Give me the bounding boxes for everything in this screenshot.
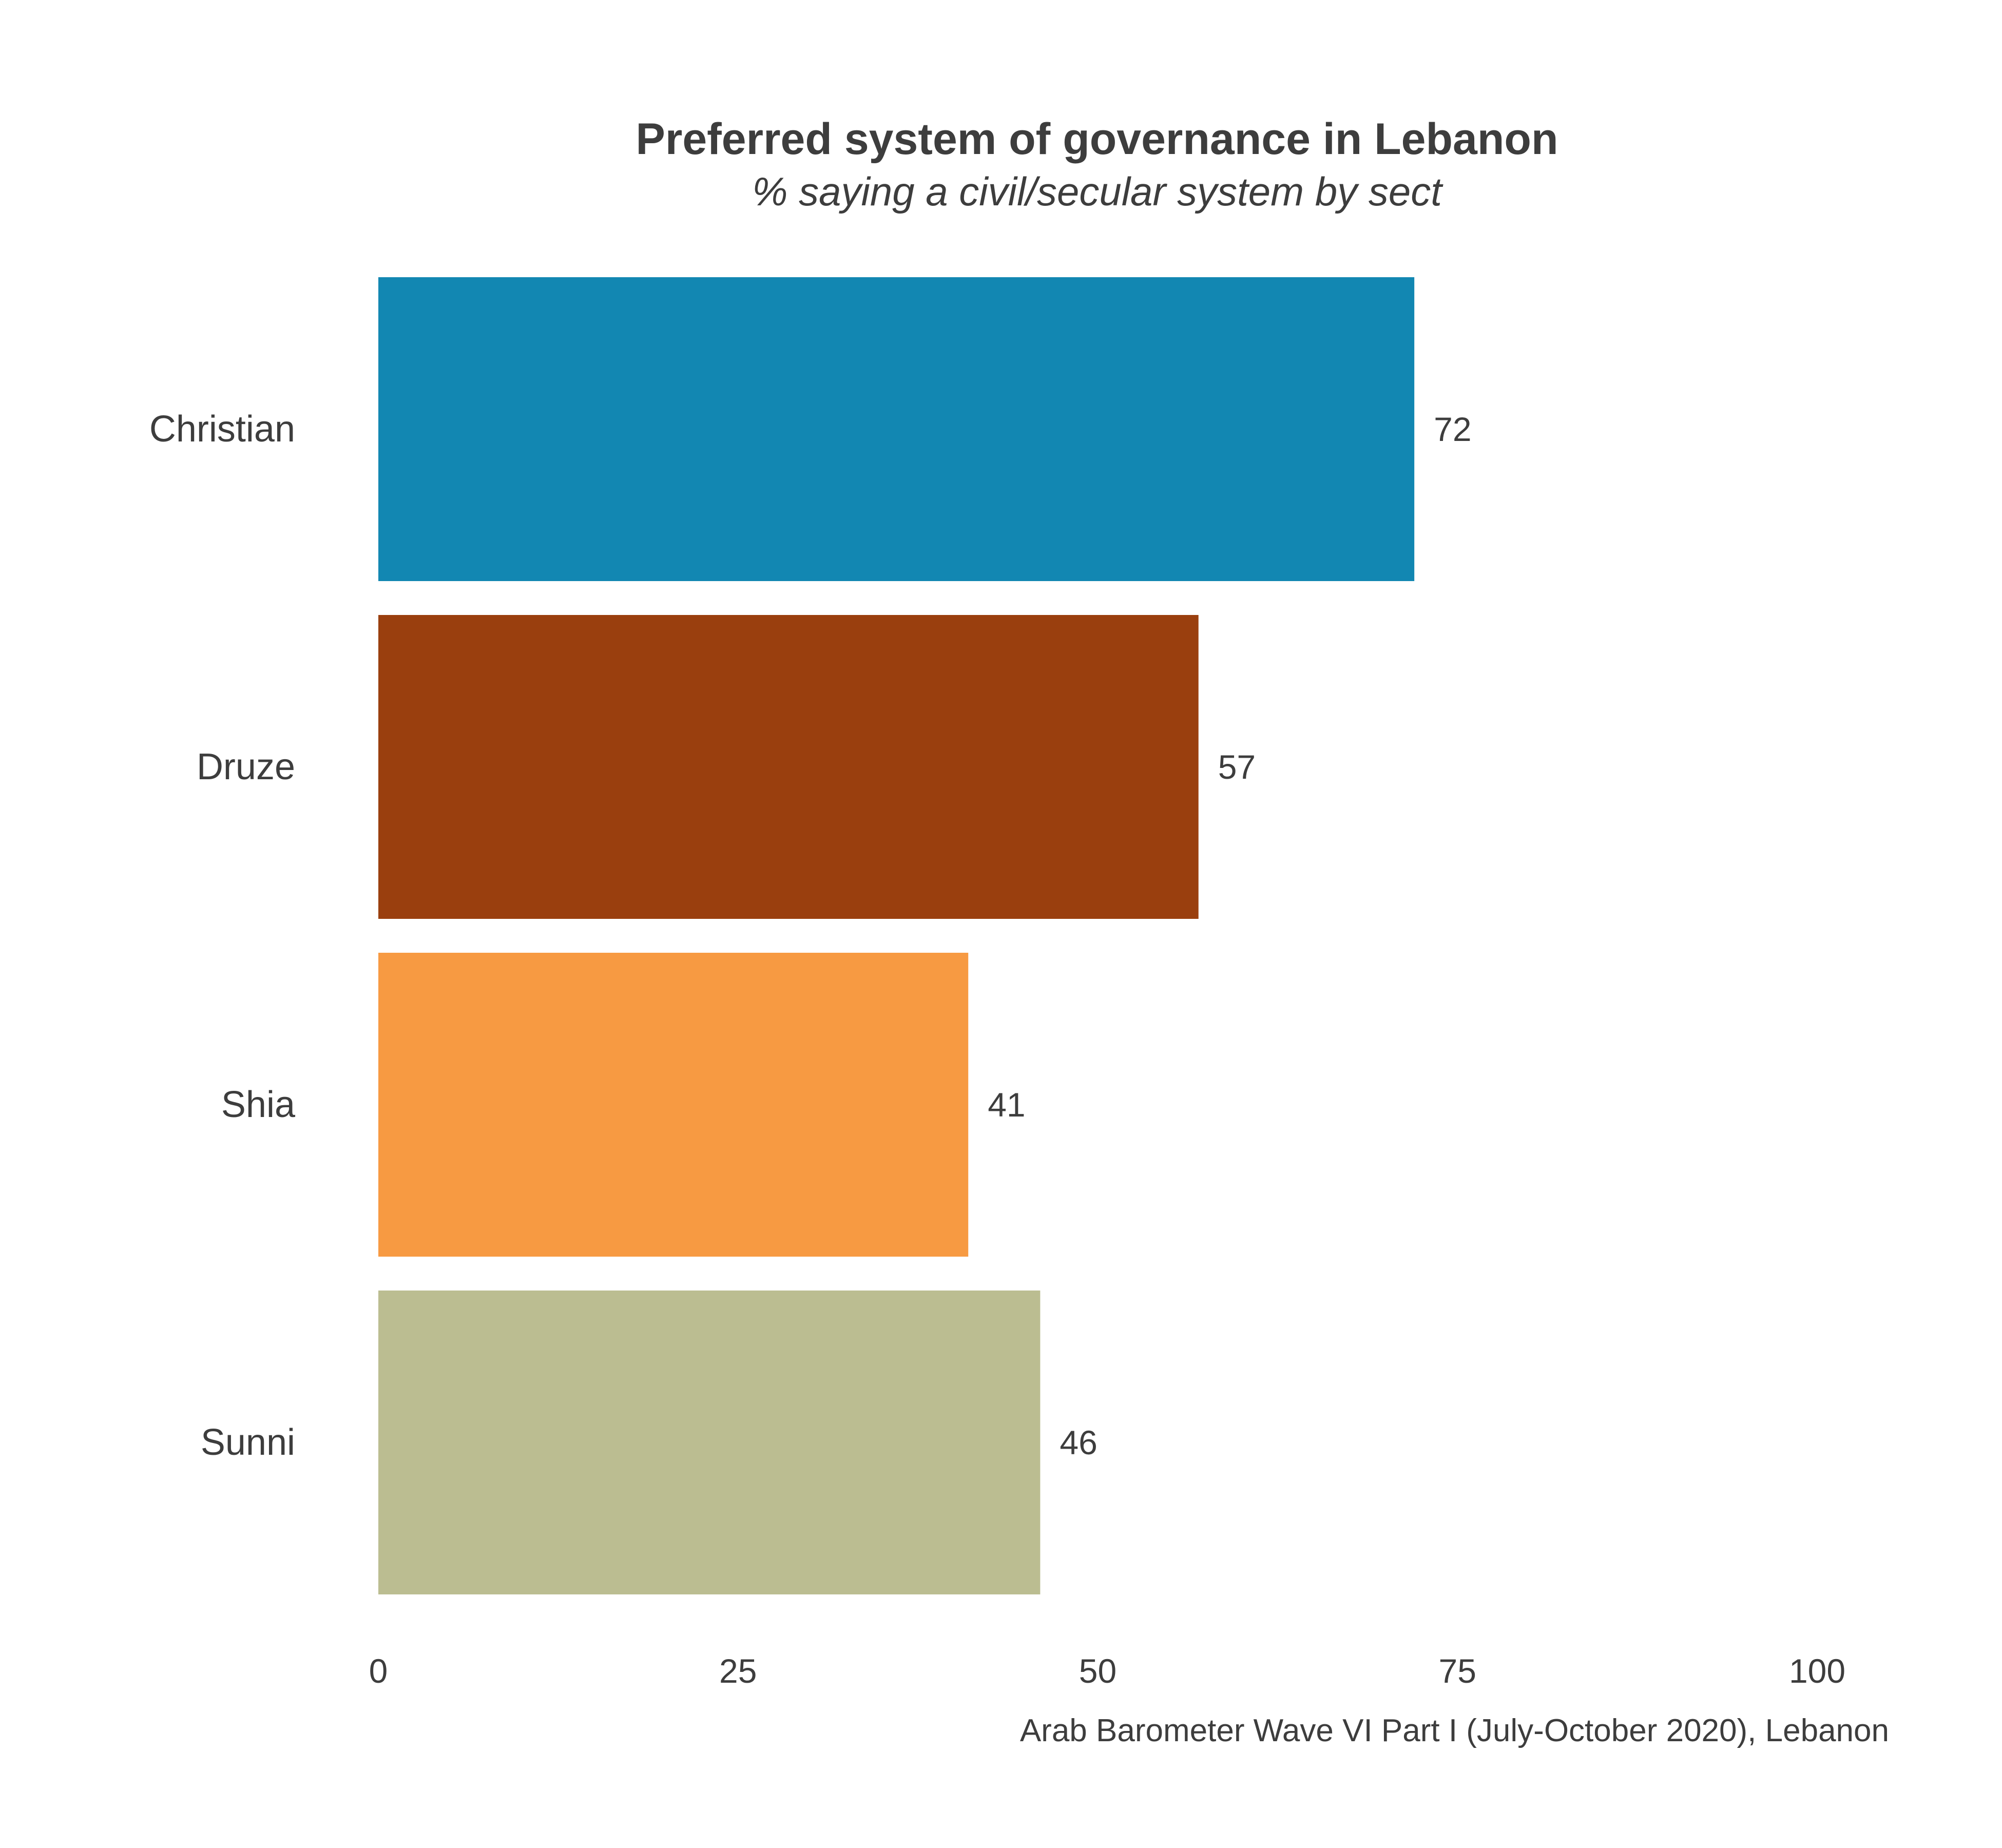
bar-druze [378, 615, 1199, 919]
chart-title: Preferred system of governance in Lebano… [636, 114, 1558, 164]
x-tick-label-0: 0 [369, 1652, 388, 1690]
x-tick-label-75: 75 [1439, 1652, 1476, 1690]
value-label-christian: 72 [1434, 410, 1471, 448]
x-tick-label-25: 25 [719, 1652, 757, 1690]
bar-christian [378, 277, 1415, 581]
chart-subtitle: % saying a civil/secular system by sect [752, 169, 1443, 214]
category-label-shia: Shia [221, 1084, 296, 1125]
bar-shia [378, 953, 969, 1257]
bar-sunni [378, 1291, 1041, 1594]
category-labels: Christian Druze Shia Sunni [149, 409, 296, 1463]
value-label-sunni: 46 [1060, 1423, 1097, 1461]
x-axis-ticks: 0 25 50 75 100 [369, 1652, 1845, 1690]
chart-caption: Arab Barometer Wave VI Part I (July-Octo… [1020, 1713, 1889, 1748]
value-label-druze: 57 [1218, 748, 1256, 786]
x-tick-label-100: 100 [1789, 1652, 1845, 1690]
value-label-shia: 41 [988, 1086, 1025, 1124]
bars-group [378, 277, 1415, 1594]
category-label-sunni: Sunni [201, 1422, 295, 1463]
category-label-christian: Christian [149, 409, 295, 450]
x-tick-label-50: 50 [1079, 1652, 1116, 1690]
value-labels: 72 57 41 46 [988, 410, 1471, 1461]
category-label-druze: Druze [197, 746, 295, 787]
